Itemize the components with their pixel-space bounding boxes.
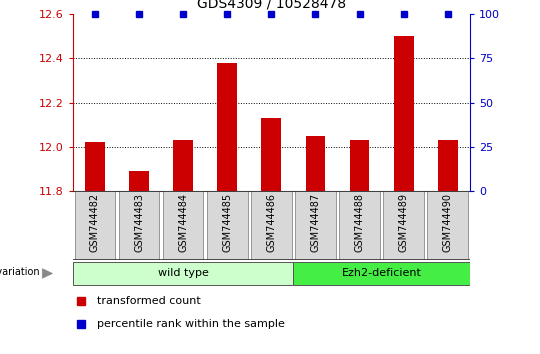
Bar — [73, 262, 293, 285]
Text: transformed count: transformed count — [97, 296, 200, 306]
Text: wild type: wild type — [158, 268, 208, 278]
Text: GSM744483: GSM744483 — [134, 193, 144, 252]
Bar — [173, 140, 193, 191]
Bar — [261, 118, 281, 191]
Text: GSM744486: GSM744486 — [266, 193, 276, 252]
Text: GSM744489: GSM744489 — [399, 193, 409, 252]
Text: Ezh2-deficient: Ezh2-deficient — [342, 268, 422, 278]
Text: GSM744487: GSM744487 — [310, 193, 320, 252]
Title: GDS4309 / 10528478: GDS4309 / 10528478 — [197, 0, 346, 10]
Bar — [349, 140, 369, 191]
Text: GSM744490: GSM744490 — [443, 193, 453, 252]
Bar — [251, 191, 292, 260]
Polygon shape — [42, 269, 52, 278]
Text: GSM744482: GSM744482 — [90, 193, 100, 252]
Bar — [306, 136, 326, 191]
Bar — [75, 191, 115, 260]
Text: GSM744484: GSM744484 — [178, 193, 188, 252]
Bar — [394, 36, 414, 191]
Text: GSM744488: GSM744488 — [355, 193, 365, 252]
Bar — [119, 191, 159, 260]
Text: genotype/variation: genotype/variation — [0, 267, 40, 277]
Bar — [293, 262, 470, 285]
Bar — [217, 63, 237, 191]
Bar — [207, 191, 247, 260]
Text: GSM744485: GSM744485 — [222, 193, 232, 252]
Bar — [383, 191, 424, 260]
Bar — [295, 191, 336, 260]
Text: percentile rank within the sample: percentile rank within the sample — [97, 319, 285, 329]
Bar — [163, 191, 204, 260]
Bar — [339, 191, 380, 260]
Bar — [129, 171, 149, 191]
Bar — [85, 143, 105, 191]
Bar — [438, 140, 458, 191]
Bar — [428, 191, 468, 260]
